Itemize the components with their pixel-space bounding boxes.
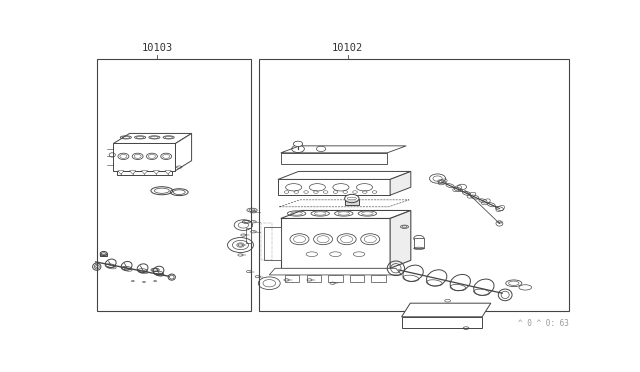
Bar bbox=[259, 59, 568, 311]
Polygon shape bbox=[117, 171, 172, 175]
Polygon shape bbox=[175, 134, 191, 171]
Ellipse shape bbox=[100, 251, 107, 256]
Text: 10103: 10103 bbox=[141, 43, 173, 53]
Polygon shape bbox=[281, 146, 406, 153]
Bar bbox=[413, 238, 424, 248]
Text: ^ 0 ^ 0: 63: ^ 0 ^ 0: 63 bbox=[518, 319, 568, 328]
Polygon shape bbox=[307, 275, 321, 282]
Polygon shape bbox=[129, 171, 136, 174]
Polygon shape bbox=[390, 211, 411, 268]
Bar bbox=[246, 228, 251, 243]
Polygon shape bbox=[278, 171, 411, 179]
Polygon shape bbox=[113, 134, 191, 144]
Polygon shape bbox=[264, 227, 281, 260]
Polygon shape bbox=[402, 317, 482, 328]
Polygon shape bbox=[141, 171, 148, 174]
Polygon shape bbox=[118, 171, 124, 174]
Bar bbox=[97, 59, 251, 311]
Bar bbox=[345, 199, 359, 205]
Polygon shape bbox=[278, 179, 390, 195]
Polygon shape bbox=[165, 171, 171, 174]
Polygon shape bbox=[153, 171, 159, 174]
Polygon shape bbox=[281, 218, 390, 268]
Polygon shape bbox=[269, 268, 402, 275]
Polygon shape bbox=[281, 153, 387, 164]
Polygon shape bbox=[285, 275, 300, 282]
Polygon shape bbox=[371, 275, 386, 282]
Ellipse shape bbox=[293, 141, 303, 147]
Polygon shape bbox=[328, 275, 342, 282]
Text: 10102: 10102 bbox=[332, 43, 364, 53]
Bar bbox=[100, 253, 107, 256]
Bar bbox=[260, 224, 272, 260]
Polygon shape bbox=[402, 303, 491, 317]
Polygon shape bbox=[281, 211, 411, 218]
Ellipse shape bbox=[345, 194, 359, 203]
Polygon shape bbox=[390, 171, 411, 195]
Polygon shape bbox=[113, 144, 175, 171]
Polygon shape bbox=[350, 275, 364, 282]
